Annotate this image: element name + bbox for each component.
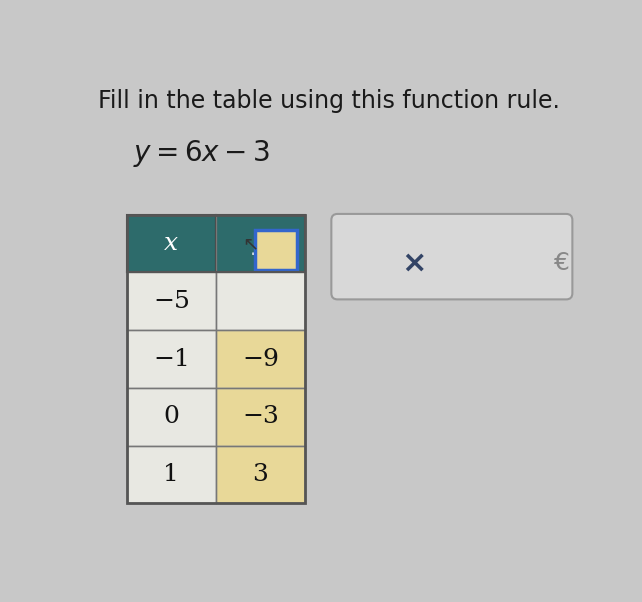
- Bar: [255, 230, 297, 270]
- Bar: [126, 215, 305, 503]
- Text: ×: ×: [401, 249, 426, 278]
- Bar: [216, 215, 305, 273]
- Text: 3: 3: [252, 463, 268, 486]
- Bar: [126, 273, 216, 330]
- Bar: [216, 388, 305, 445]
- Bar: [126, 388, 216, 445]
- Text: €: €: [554, 251, 570, 275]
- Text: Fill in the table using this function rule.: Fill in the table using this function ru…: [98, 89, 560, 113]
- Text: x: x: [164, 232, 178, 255]
- Bar: [216, 330, 305, 388]
- Bar: [126, 330, 216, 388]
- Text: −1: −1: [153, 347, 189, 371]
- Text: −3: −3: [242, 405, 279, 428]
- Text: −5: −5: [153, 290, 190, 313]
- Bar: [216, 445, 305, 503]
- Bar: [216, 273, 305, 330]
- Bar: [126, 215, 216, 273]
- Text: 1: 1: [164, 463, 179, 486]
- Text: ↖: ↖: [243, 234, 259, 253]
- FancyBboxPatch shape: [331, 214, 573, 299]
- Text: y: y: [254, 232, 268, 255]
- Text: $y = 6x-3$: $y = 6x-3$: [133, 138, 270, 169]
- Text: 0: 0: [163, 405, 179, 428]
- Text: −9: −9: [242, 347, 279, 371]
- Bar: [126, 445, 216, 503]
